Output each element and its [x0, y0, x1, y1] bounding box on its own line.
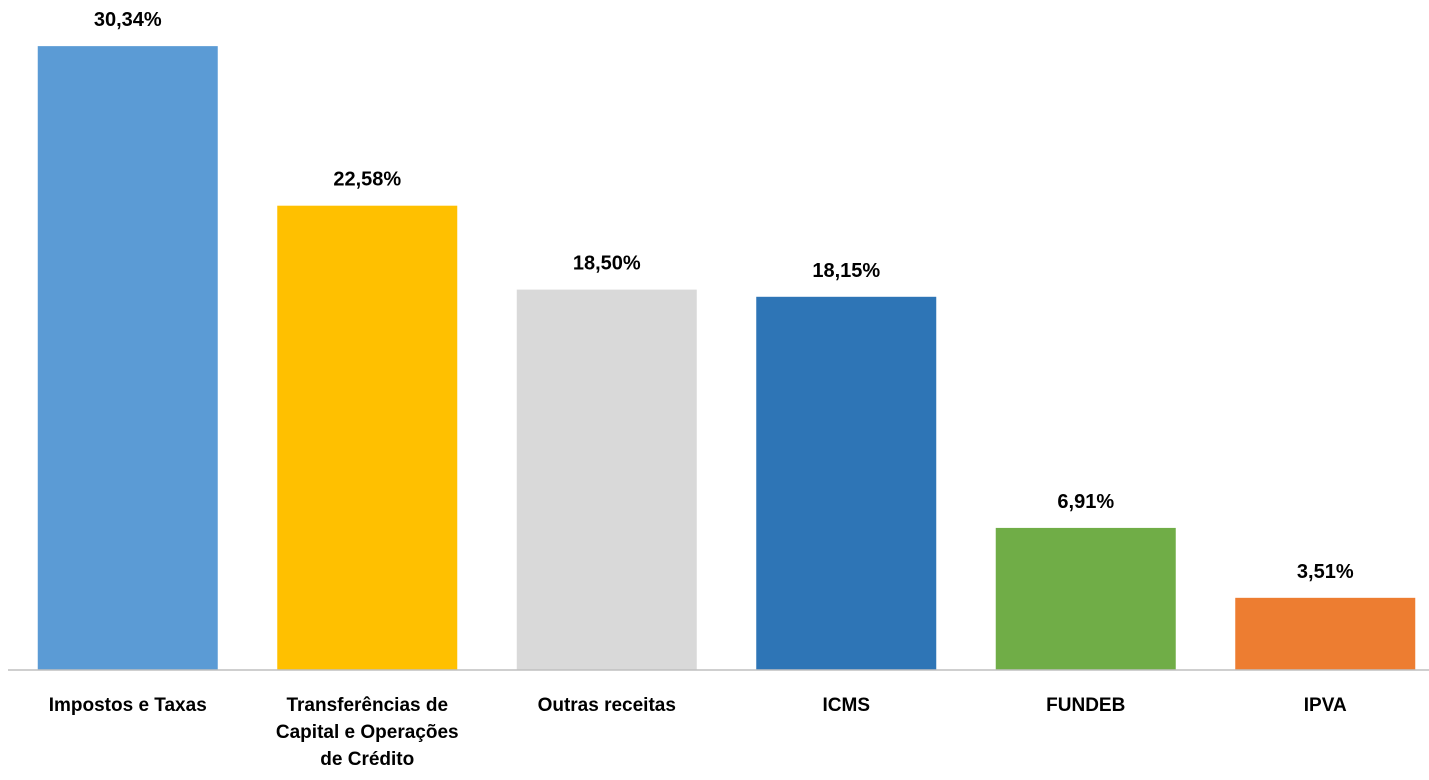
data-label: 18,50% [573, 253, 641, 275]
data-label: 18,15% [812, 260, 880, 282]
bar [1235, 597, 1416, 670]
bar [756, 296, 937, 670]
bar [995, 527, 1176, 670]
data-label: 22,58% [333, 169, 401, 191]
x-tick-label: Impostos e Taxas [48, 695, 207, 716]
bar [277, 205, 458, 671]
bar [516, 289, 697, 670]
x-tick-label: Outras receitas [537, 695, 676, 716]
x-tick-label: Transferências de Capital e Operações de… [275, 695, 459, 770]
bar [37, 46, 218, 671]
x-tick-label: ICMS [822, 695, 871, 716]
data-label: 3,51% [1297, 561, 1354, 583]
data-label: 30,34% [94, 9, 162, 31]
data-label: 6,91% [1057, 491, 1114, 513]
x-tick-label: IPVA [1303, 695, 1347, 716]
x-tick-label: FUNDEB [1046, 695, 1126, 716]
